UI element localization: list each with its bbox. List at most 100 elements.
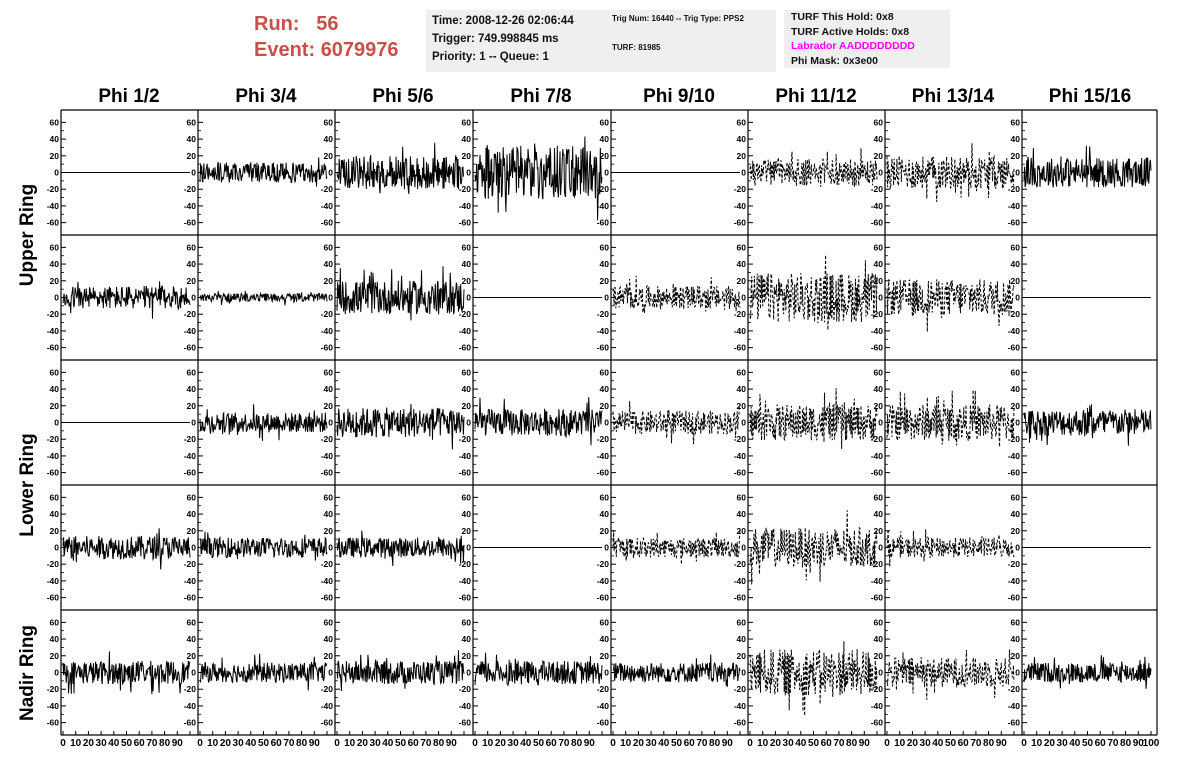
waveform-r2-c3 <box>336 266 465 321</box>
y-tick-label-r1-c3-1: -40 <box>321 201 334 211</box>
waveform-r2-c2 <box>199 290 328 306</box>
event-label-text: Event: <box>254 39 316 61</box>
x-tick-label-c7-2: 20 <box>907 738 919 749</box>
y-tick-label-r1-c2-2: -20 <box>184 184 197 194</box>
y-tick-label-r3-c1-2: -20 <box>47 434 60 444</box>
x-tick-label-c7-8: 80 <box>983 738 995 749</box>
waveform-r4-c1 <box>62 528 191 570</box>
waveform-r5-c8 <box>1023 655 1152 689</box>
y-tick-label-r4-c4-3: 0 <box>466 543 471 553</box>
x-tick-label-c5-2: 20 <box>633 738 645 749</box>
y-tick-label-r1-c6-4: 20 <box>737 151 747 161</box>
y-tick-label-r5-c3-0: -60 <box>321 718 334 728</box>
x-tick-label-c5-1: 10 <box>620 738 632 749</box>
y-tick-label-r4-c6-4: 20 <box>737 526 747 536</box>
y-tick-label-r1-c3-2: -20 <box>321 184 334 194</box>
y-tick-label-r2-c2-6: 60 <box>187 242 197 252</box>
y-tick-label-r5-c4-4: 20 <box>462 651 472 661</box>
y-tick-label-r1-c2-5: 40 <box>187 134 197 144</box>
y-tick-label-r1-c1-0: -60 <box>47 218 60 228</box>
x-tick-label-c1-7: 70 <box>146 738 158 749</box>
waveform-r5-c6 <box>749 641 878 716</box>
waveform-r5-c5 <box>612 654 741 687</box>
waveform-r1-c7 <box>886 143 1015 203</box>
y-tick-label-r3-c1-3: 0 <box>54 418 59 428</box>
waveform-r2-c6 <box>749 254 878 331</box>
waveform-r2-c7 <box>886 279 1015 332</box>
y-tick-label-r5-c4-1: -40 <box>459 701 472 711</box>
y-tick-label-r4-c1-5: 40 <box>50 509 60 519</box>
y-tick-label-r4-c6-5: 40 <box>737 509 747 519</box>
y-tick-label-r1-c8-0: -60 <box>1008 218 1021 228</box>
y-tick-label-r4-c5-3: 0 <box>604 543 609 553</box>
y-tick-label-r5-c8-2: -20 <box>1008 684 1021 694</box>
waveform-r5-c1 <box>62 651 191 695</box>
x-tick-label-c2-1: 10 <box>207 738 219 749</box>
y-tick-label-r4-c5-2: -20 <box>597 559 610 569</box>
column-header-5: Phi 9/10 <box>643 86 715 107</box>
y-tick-label-r2-c6-4: 20 <box>737 276 747 286</box>
y-tick-label-r4-c6-1: -40 <box>734 576 747 586</box>
y-tick-label-r1-c3-0: -60 <box>321 218 334 228</box>
y-tick-label-r2-c6-3: 0 <box>741 293 746 303</box>
y-tick-label-r1-c1-6: 60 <box>50 117 60 127</box>
y-tick-label-r5-c3-2: -20 <box>321 684 334 694</box>
y-tick-label-r5-c4-3: 0 <box>466 668 471 678</box>
y-tick-label-r4-c6-6: 60 <box>737 492 747 502</box>
x-tick-label-c6-3: 30 <box>783 738 795 749</box>
y-tick-label-r2-c1-1: -40 <box>47 326 60 336</box>
event-time: Time: 2008-12-26 02:06:44 <box>432 15 574 27</box>
y-tick-label-r4-c2-3: 0 <box>191 543 196 553</box>
y-tick-label-r1-c1-4: 20 <box>50 151 60 161</box>
y-tick-label-r5-c2-2: -20 <box>184 684 197 694</box>
y-tick-label-r5-c2-0: -60 <box>184 718 197 728</box>
column-header-3: Phi 5/6 <box>372 86 434 107</box>
y-tick-label-r4-c5-5: 40 <box>600 509 610 519</box>
y-tick-label-r1-c6-1: -40 <box>734 201 747 211</box>
x-tick-label-c3-5: 50 <box>395 738 407 749</box>
waveform-r5-c2 <box>199 653 328 691</box>
y-tick-label-r5-c3-3: 0 <box>328 668 333 678</box>
y-tick-label-r4-c2-2: -20 <box>184 559 197 569</box>
y-tick-label-r3-c1-4: 20 <box>50 401 60 411</box>
x-tick-label-c6-1: 10 <box>757 738 769 749</box>
y-tick-label-r5-c7-1: -40 <box>871 701 884 711</box>
y-tick-label-r3-c2-5: 40 <box>187 384 197 394</box>
y-tick-label-r4-c5-0: -60 <box>597 593 610 603</box>
y-tick-label-r2-c1-2: -20 <box>47 309 60 319</box>
y-tick-label-r2-c8-2: -20 <box>1008 309 1021 319</box>
y-tick-label-r3-c5-5: 40 <box>600 384 610 394</box>
y-tick-label-r3-c4-3: 0 <box>466 418 471 428</box>
x-tick-label-c5-3: 30 <box>646 738 658 749</box>
column-header-4: Phi 7/8 <box>510 86 572 107</box>
y-tick-label-r5-c7-4: 20 <box>874 651 884 661</box>
x-tick-label-c4-9: 90 <box>584 738 596 749</box>
y-tick-label-r3-c2-4: 20 <box>187 401 197 411</box>
y-tick-label-r3-c4-5: 40 <box>462 384 472 394</box>
y-tick-label-r5-c2-5: 40 <box>187 634 197 644</box>
waveform-r4-c5 <box>612 530 741 565</box>
y-tick-label-r1-c4-3: 0 <box>466 168 471 178</box>
y-tick-label-r2-c7-1: -40 <box>871 326 884 336</box>
y-tick-label-r4-c3-4: 20 <box>324 526 334 536</box>
y-tick-label-r4-c3-0: -60 <box>321 593 334 603</box>
y-tick-label-r3-c5-2: -20 <box>597 434 610 444</box>
x-tick-label-c2-4: 40 <box>245 738 257 749</box>
y-tick-label-r3-c4-0: -60 <box>459 468 472 478</box>
y-tick-label-r5-c8-6: 60 <box>1011 617 1021 627</box>
waveform-r1-c8 <box>1023 145 1152 188</box>
x-tick-label-c5-6: 60 <box>684 738 696 749</box>
y-tick-label-r4-c4-5: 40 <box>462 509 472 519</box>
x-tick-label-c4-7: 70 <box>558 738 570 749</box>
x-tick-label-c4-3: 30 <box>508 738 520 749</box>
y-tick-label-r1-c3-3: 0 <box>328 168 333 178</box>
y-tick-label-r4-c4-6: 60 <box>462 492 472 502</box>
x-tick-label-c1-5: 50 <box>121 738 133 749</box>
x-tick-label-c3-9: 90 <box>446 738 458 749</box>
y-tick-label-r1-c8-2: -20 <box>1008 184 1021 194</box>
y-tick-label-r5-c6-4: 20 <box>737 651 747 661</box>
x-tick-label-c3-4: 40 <box>382 738 394 749</box>
y-tick-label-r2-c2-0: -60 <box>184 343 197 353</box>
y-tick-label-r3-c5-4: 20 <box>600 401 610 411</box>
